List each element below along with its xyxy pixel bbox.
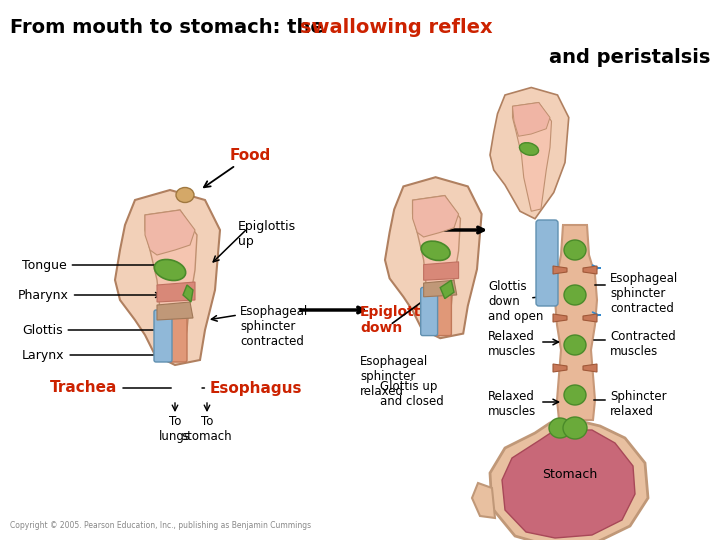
Text: To
stomach: To stomach xyxy=(181,415,233,443)
FancyBboxPatch shape xyxy=(154,310,172,362)
Polygon shape xyxy=(490,420,648,540)
Ellipse shape xyxy=(154,260,186,280)
Polygon shape xyxy=(145,210,195,255)
Polygon shape xyxy=(145,210,197,355)
Text: Esophagus: Esophagus xyxy=(202,381,302,395)
Polygon shape xyxy=(490,87,569,219)
Polygon shape xyxy=(553,364,567,372)
Ellipse shape xyxy=(564,285,586,305)
Text: Esophageal
sphincter
contracted: Esophageal sphincter contracted xyxy=(610,272,678,315)
Polygon shape xyxy=(413,195,461,329)
Text: Relaxed
muscles: Relaxed muscles xyxy=(488,390,536,418)
Polygon shape xyxy=(413,195,459,237)
Text: Stomach: Stomach xyxy=(542,469,598,482)
Polygon shape xyxy=(385,177,482,338)
Text: Contracted
muscles: Contracted muscles xyxy=(610,330,676,358)
Polygon shape xyxy=(157,302,193,320)
FancyBboxPatch shape xyxy=(435,284,451,335)
Text: From mouth to stomach: the: From mouth to stomach: the xyxy=(10,18,330,37)
Ellipse shape xyxy=(564,385,586,405)
Ellipse shape xyxy=(564,335,586,355)
Polygon shape xyxy=(502,430,635,538)
Text: Relaxed
muscles: Relaxed muscles xyxy=(488,330,536,358)
Polygon shape xyxy=(555,225,597,420)
Ellipse shape xyxy=(519,143,539,156)
Ellipse shape xyxy=(563,417,587,439)
Text: Copyright © 2005. Pearson Education, Inc., publishing as Benjamin Cummings: Copyright © 2005. Pearson Education, Inc… xyxy=(10,521,311,530)
Polygon shape xyxy=(513,103,550,136)
Text: Esophageal
sphincter
relaxed: Esophageal sphincter relaxed xyxy=(360,355,428,398)
Polygon shape xyxy=(553,266,567,274)
Polygon shape xyxy=(553,314,567,322)
FancyBboxPatch shape xyxy=(536,220,558,306)
Ellipse shape xyxy=(421,241,450,260)
Text: Food: Food xyxy=(204,147,271,187)
Text: Esophageal
sphincter
contracted: Esophageal sphincter contracted xyxy=(240,305,308,348)
Text: Tongue: Tongue xyxy=(22,259,166,272)
Polygon shape xyxy=(157,282,195,302)
Polygon shape xyxy=(583,266,597,274)
Text: Epiglottis
up: Epiglottis up xyxy=(238,220,296,248)
FancyBboxPatch shape xyxy=(169,306,187,362)
Text: Glottis: Glottis xyxy=(22,323,168,336)
Text: Sphincter
relaxed: Sphincter relaxed xyxy=(610,390,667,418)
Polygon shape xyxy=(583,364,597,372)
Text: Trachea: Trachea xyxy=(50,381,171,395)
Text: and peristalsis: and peristalsis xyxy=(549,48,710,67)
Polygon shape xyxy=(513,103,552,211)
Polygon shape xyxy=(115,190,220,365)
Polygon shape xyxy=(583,314,597,322)
Text: To
lungs: To lungs xyxy=(159,415,191,443)
Text: swallowing reflex: swallowing reflex xyxy=(300,18,492,37)
Text: Glottis up
and closed: Glottis up and closed xyxy=(380,380,444,408)
Polygon shape xyxy=(440,280,454,299)
Text: Epiglottis
down: Epiglottis down xyxy=(360,305,434,335)
Ellipse shape xyxy=(564,240,586,260)
Text: Glottis
down
and open: Glottis down and open xyxy=(488,280,544,323)
Ellipse shape xyxy=(176,187,194,202)
Polygon shape xyxy=(423,280,456,297)
Text: Pharynx: Pharynx xyxy=(18,288,161,301)
FancyBboxPatch shape xyxy=(420,287,438,335)
Polygon shape xyxy=(183,285,193,302)
Polygon shape xyxy=(423,262,459,280)
Polygon shape xyxy=(472,483,495,518)
Text: Larynx: Larynx xyxy=(22,348,171,361)
Ellipse shape xyxy=(549,418,571,438)
